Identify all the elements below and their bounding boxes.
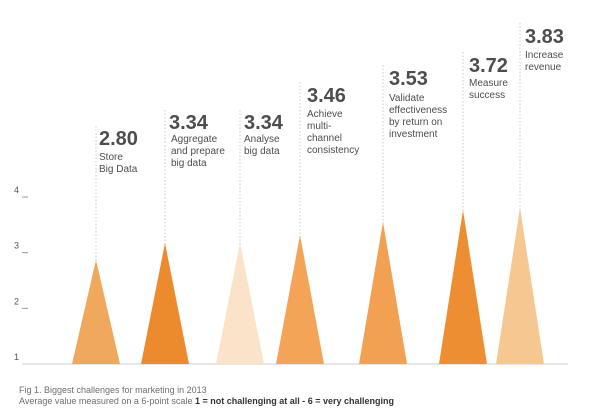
caption-title: Fig 1. Biggest challenges for marketing …: [19, 385, 207, 395]
scale-note-definition: 1 = not challenging at all - 6 = very ch…: [194, 396, 395, 406]
y-tick-label: 2: [14, 296, 19, 306]
category-label: Increase: [525, 50, 564, 61]
bar: [359, 222, 407, 364]
category-label: success: [469, 90, 505, 101]
category-label: big data: [171, 158, 207, 169]
bar: [439, 210, 487, 364]
category-label: Achieve: [307, 109, 343, 120]
scale-note-text: Average value measured on a 6-point scal…: [19, 396, 195, 406]
value-label: 2.80: [99, 128, 138, 150]
value-label: 3.72: [469, 55, 508, 77]
category-label: big data: [244, 146, 280, 157]
category-label: effectiveness: [389, 105, 447, 116]
value-label: 3.34: [244, 112, 284, 134]
category-label: Validate: [389, 93, 425, 104]
y-tick-label: 1: [14, 352, 19, 362]
category-label: and prepare: [171, 146, 225, 157]
category-label: consistency: [307, 145, 359, 156]
category-label: Analyse: [244, 134, 280, 145]
category-label: multi-: [307, 121, 331, 132]
value-label: 3.46: [307, 85, 346, 107]
category-label: revenue: [525, 62, 562, 73]
bar: [276, 235, 324, 364]
value-label: 3.83: [525, 26, 564, 48]
scale-note: Average value measured on a 6-point scal…: [19, 396, 589, 407]
value-label: 3.34: [169, 112, 209, 134]
bar: [141, 243, 189, 364]
figure-caption: Fig 1. Biggest challenges for marketing …: [19, 385, 589, 396]
bar: [216, 243, 264, 364]
category-label: investment: [389, 129, 438, 140]
bar: [72, 260, 120, 364]
category-label: Measure: [469, 78, 508, 89]
bar: [496, 208, 544, 364]
y-tick-label: 4: [14, 185, 19, 195]
category-label: by return on: [389, 117, 442, 128]
value-label: 3.53: [389, 68, 428, 90]
category-label: Big Data: [99, 164, 138, 175]
category-label: channel: [307, 133, 342, 144]
category-label: Store: [99, 152, 123, 163]
category-label: Aggregate: [171, 134, 218, 145]
y-tick-label: 3: [14, 241, 19, 251]
